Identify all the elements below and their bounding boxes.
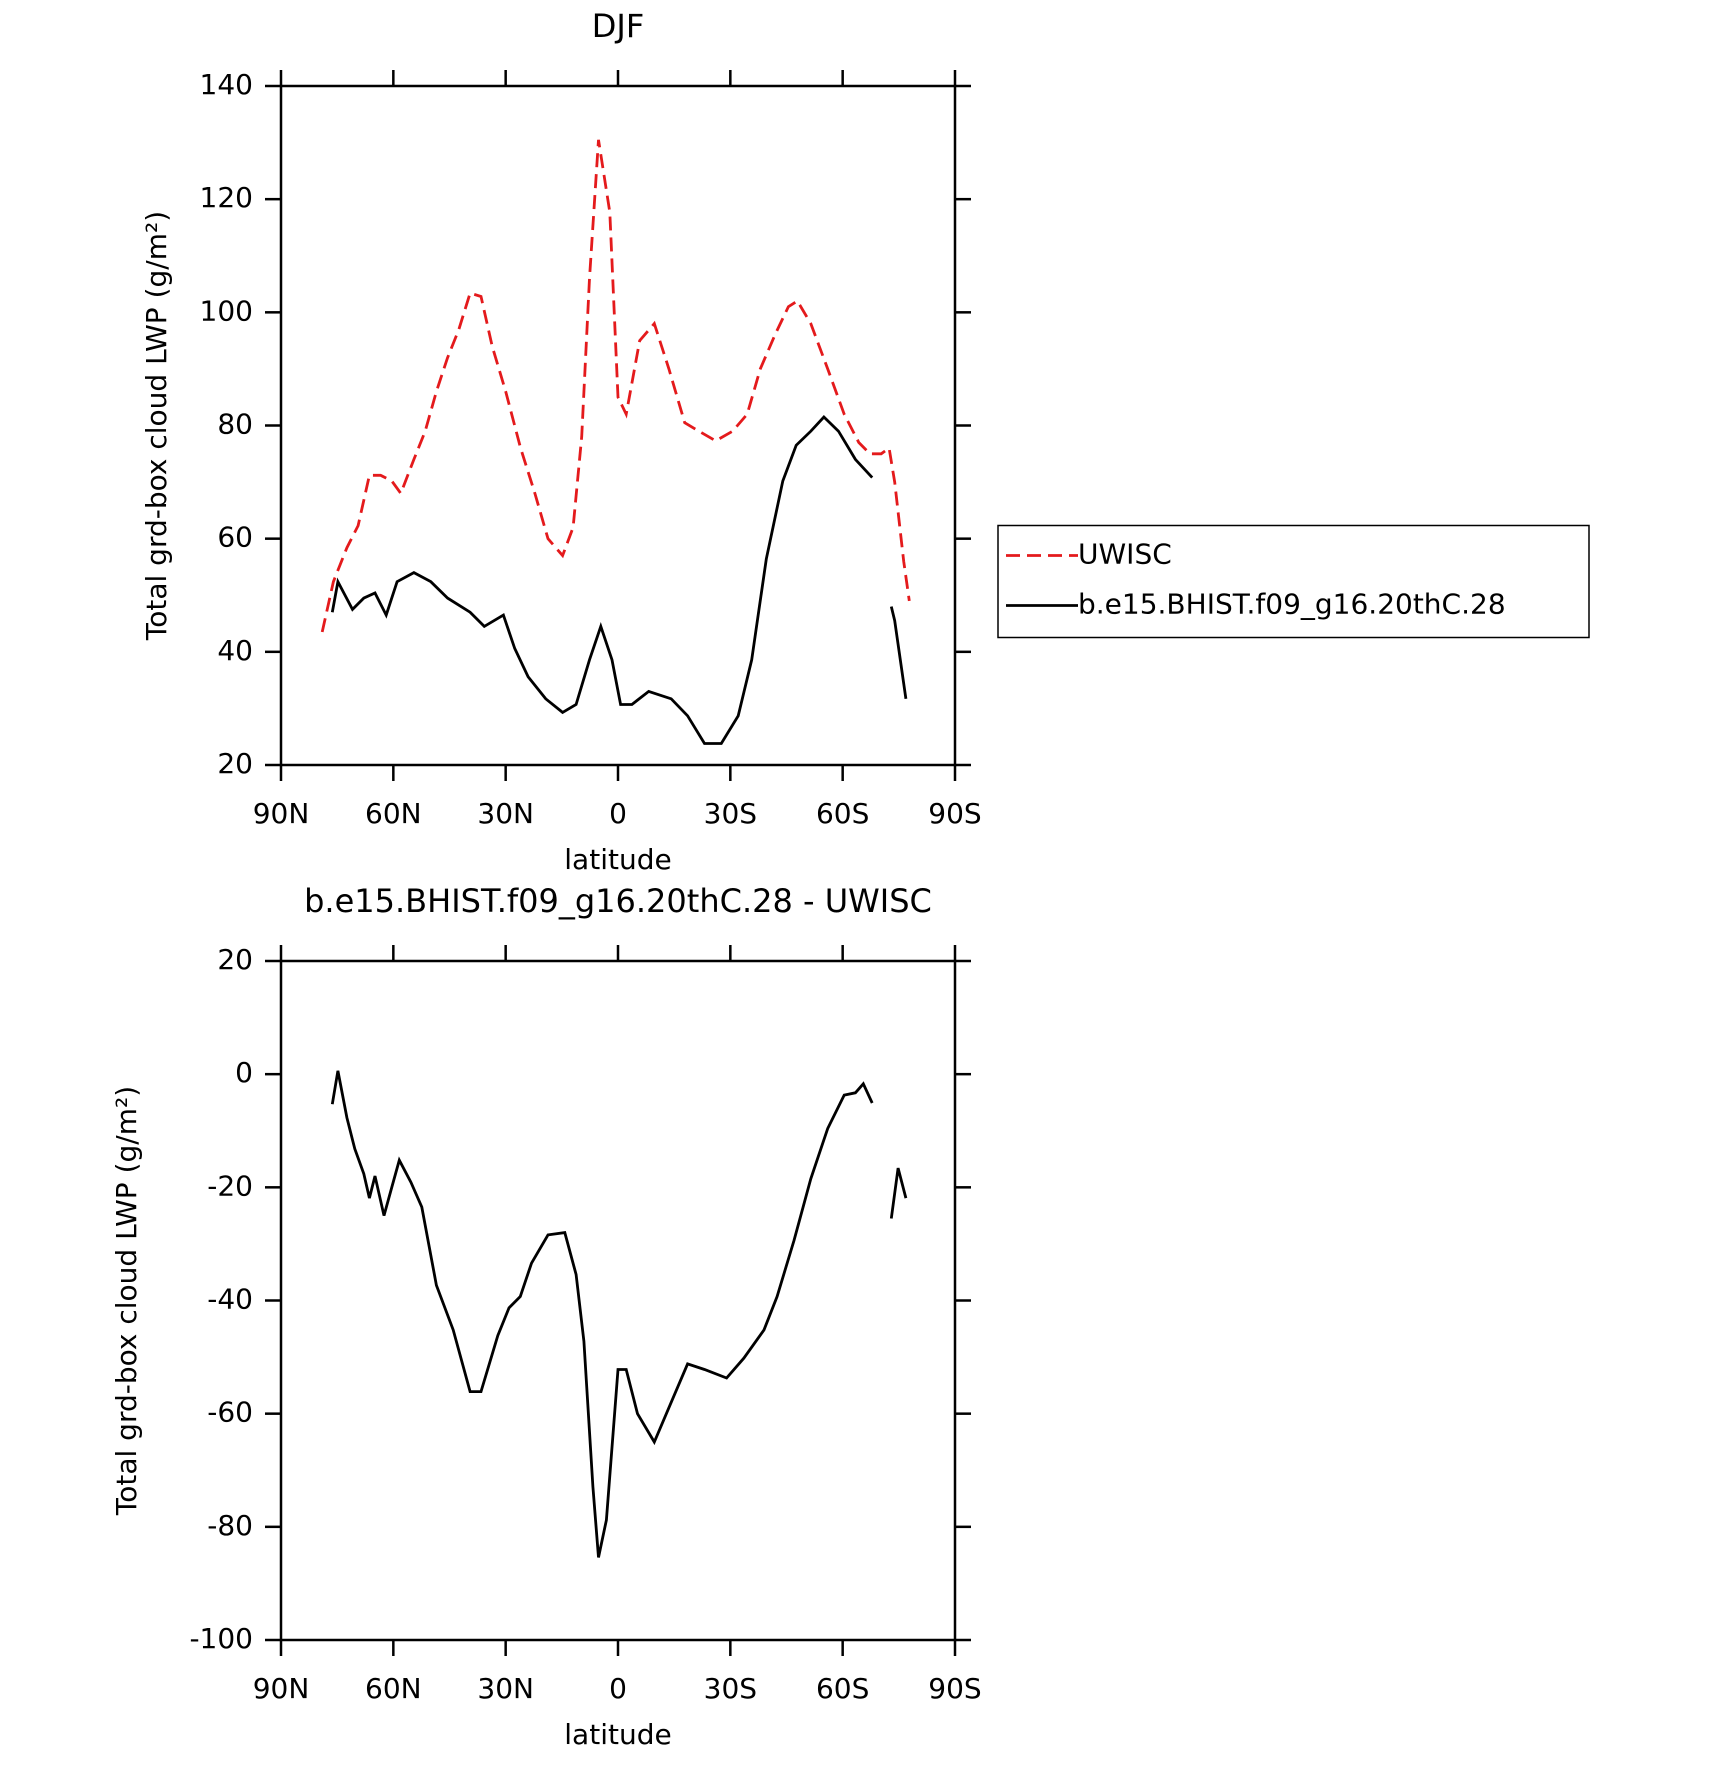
- x-tick-label: 30S: [704, 797, 757, 830]
- x-tick-label: 60S: [816, 797, 869, 830]
- y-axis-label: Total grd-box cloud LWP (g/m²): [140, 211, 173, 641]
- y-tick-label: 60: [217, 521, 253, 554]
- data-line: [330, 1070, 908, 1558]
- x-axis-label: latitude: [564, 1718, 671, 1751]
- y-tick-label: 20: [217, 943, 253, 976]
- x-tick-label: 90S: [928, 1672, 981, 1705]
- x-tick-label: 90N: [253, 1672, 310, 1705]
- x-tick-label: 30N: [477, 1672, 534, 1705]
- y-tick-label: 80: [217, 408, 253, 441]
- y-axis-label: Total grd-box cloud LWP (g/m²): [110, 1086, 143, 1516]
- x-tick-label: 0: [609, 797, 627, 830]
- chart-title: b.e15.BHIST.f09_g16.20thC.28 - UWISC: [304, 882, 932, 920]
- plot-frame: [279, 84, 957, 767]
- x-tick-label: 90N: [253, 797, 310, 830]
- x-tick-label: 60S: [816, 1672, 869, 1705]
- x-tick-label: 0: [609, 1672, 627, 1705]
- y-tick-label: 140: [200, 68, 253, 101]
- y-tick-label: -100: [189, 1622, 253, 1655]
- legend-box: [997, 524, 1590, 639]
- legend-label: UWISC: [1078, 538, 1172, 571]
- y-tick-label: 120: [200, 181, 253, 214]
- y-tick-label: -80: [207, 1509, 253, 1542]
- y-tick-label: 20: [217, 747, 253, 780]
- x-tick-label: 90S: [928, 797, 981, 830]
- chart-title: DJF: [592, 7, 644, 45]
- x-axis-label: latitude: [564, 843, 671, 876]
- data-line: [320, 139, 911, 633]
- data-line: [330, 414, 908, 745]
- y-tick-label: -40: [207, 1283, 253, 1316]
- legend-label: b.e15.BHIST.f09_g16.20thC.28: [1078, 588, 1506, 621]
- x-tick-label: 60N: [365, 1672, 422, 1705]
- plot-frame: [279, 959, 957, 1642]
- x-tick-label: 60N: [365, 797, 422, 830]
- y-tick-label: -60: [207, 1396, 253, 1429]
- x-tick-label: 30S: [704, 1672, 757, 1705]
- y-tick-label: 100: [200, 294, 253, 327]
- y-tick-label: 0: [235, 1056, 253, 1089]
- y-tick-label: 40: [217, 634, 253, 667]
- y-tick-label: -20: [207, 1169, 253, 1202]
- x-tick-label: 30N: [477, 797, 534, 830]
